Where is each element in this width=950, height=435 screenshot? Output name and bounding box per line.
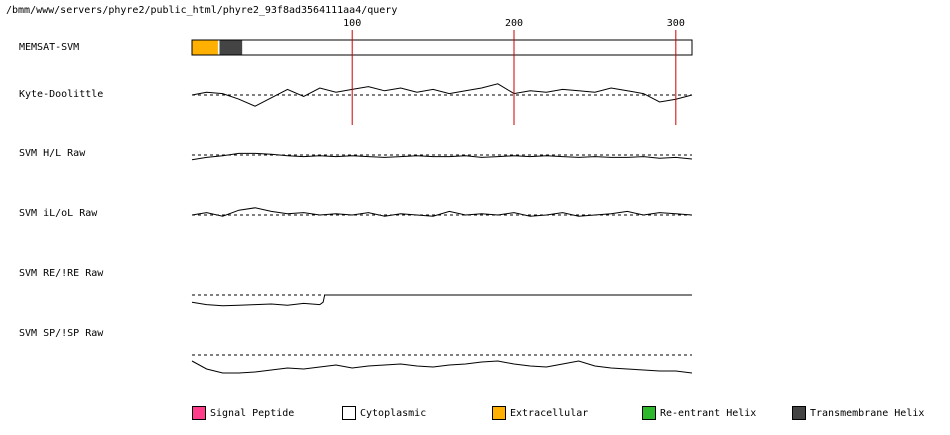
profile-line-svm-il-ol xyxy=(191,207,693,217)
tick-label-200: 200 xyxy=(505,18,523,29)
profile-line-svm-sp xyxy=(191,360,693,374)
legend-swatch-signal-peptide xyxy=(192,406,206,420)
topology-bar-outline xyxy=(191,39,693,56)
track-label-svm-re: SVM RE/!RE Raw xyxy=(19,268,104,279)
legend-label-signal-peptide: Signal Peptide xyxy=(210,407,295,419)
legend-item-extracellular: Extracellular xyxy=(492,405,588,421)
profile-line-kyte-doolittle xyxy=(191,83,693,107)
track-label-svm-hl: SVM H/L Raw xyxy=(19,148,86,159)
legend-label-transmembrane-helix: Transmembrane Helix xyxy=(810,407,925,419)
legend-swatch-re-entrant-helix xyxy=(642,406,656,420)
legend-label-re-entrant-helix: Re-entrant Helix xyxy=(660,407,757,419)
tick-label-300: 300 xyxy=(667,18,685,29)
topology-segment-0 xyxy=(192,40,218,55)
topology-segment-2 xyxy=(243,40,692,55)
chart-title: /bmm/www/servers/phyre2/public_html/phyr… xyxy=(6,5,398,16)
legend-swatch-transmembrane-helix xyxy=(792,406,806,420)
profile-line-svm-hl xyxy=(191,152,693,161)
track-label-svm-il-ol: SVM iL/oL Raw xyxy=(19,208,98,219)
legend-swatch-cytoplasmic xyxy=(342,406,356,420)
profile-line-svm-re xyxy=(191,294,692,307)
legend-label-extracellular: Extracellular xyxy=(510,407,589,419)
track-label-kyte-doolittle: Kyte-Doolittle xyxy=(19,89,104,100)
legend-swatch-extracellular xyxy=(492,406,506,420)
legend-item-transmembrane-helix: Transmembrane Helix xyxy=(792,405,924,421)
legend-item-signal-peptide: Signal Peptide xyxy=(192,405,294,421)
legend-label-cytoplasmic: Cytoplasmic xyxy=(360,407,427,419)
track-label-svm-sp: SVM SP/!SP Raw xyxy=(19,328,104,339)
tick-label-100: 100 xyxy=(343,18,361,29)
topology-segment-1 xyxy=(219,40,243,55)
track-label-memsat: MEMSAT-SVM xyxy=(19,42,80,53)
legend-item-re-entrant-helix: Re-entrant Helix xyxy=(642,405,756,421)
legend-item-cytoplasmic: Cytoplasmic xyxy=(342,405,426,421)
